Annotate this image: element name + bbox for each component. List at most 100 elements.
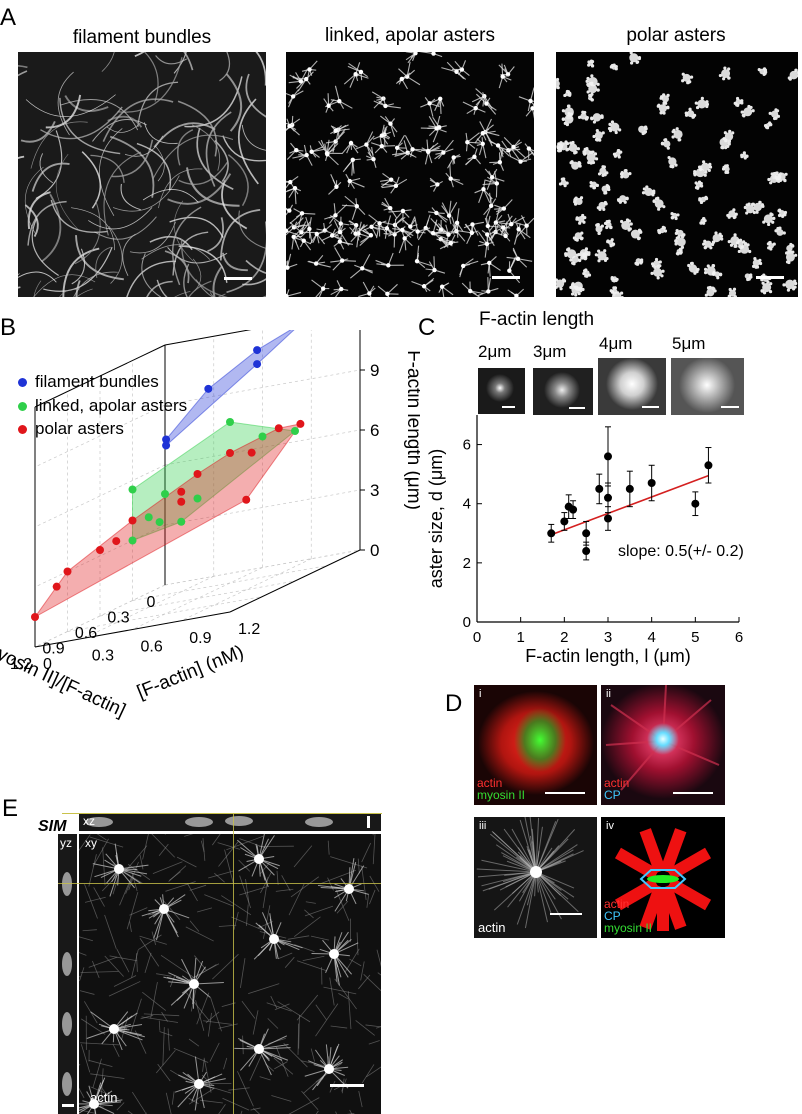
tile-roman: iii <box>479 820 487 832</box>
data-point <box>144 513 153 522</box>
micrograph-linked-apolar-asters <box>286 52 534 297</box>
data-point <box>247 448 256 457</box>
data-point <box>96 546 104 554</box>
image-title-polar-asters: polar asters <box>626 25 726 46</box>
scale-bar <box>756 276 784 279</box>
data-point <box>253 346 262 355</box>
z-tick-label: 0 <box>370 541 379 560</box>
data-point <box>52 582 61 591</box>
inset-label-3um: 3μm <box>533 342 567 361</box>
x-tick-label: 4 <box>647 629 655 646</box>
micrograph-polar-asters <box>556 52 798 297</box>
inset-label-4um: 4μm <box>599 334 633 353</box>
data-point <box>177 517 186 526</box>
z-tick-label: 6 <box>370 421 379 440</box>
x-axis-label: F-actin length, l (μm) <box>525 646 690 666</box>
x-tick-label: 6 <box>735 629 743 646</box>
micrograph-svg-polar <box>556 52 798 297</box>
data-point <box>128 516 137 525</box>
slope-annotation: slope: 0.5(+/- 0.2) <box>618 543 744 560</box>
tile-label-cp: CP <box>604 909 621 923</box>
image-title-linked-apolar-asters: linked, apolar asters <box>324 25 496 46</box>
inset-image-2um <box>478 368 525 414</box>
tile-roman: iv <box>606 820 614 832</box>
scale-bar <box>642 406 659 408</box>
z-tick-label: 9 <box>370 361 379 380</box>
x-tick-label: 1 <box>516 629 524 646</box>
x-tick-label: 0.9 <box>42 641 64 658</box>
data-point <box>112 537 121 546</box>
tile-label-cp: CP <box>604 788 621 802</box>
tile-roman: ii <box>606 688 611 700</box>
data-point <box>647 479 656 488</box>
x-tick-label: 0.6 <box>75 625 97 642</box>
panel-letter-e: E <box>2 795 19 822</box>
crosshair-vertical <box>233 813 234 1114</box>
tile-label-actin: actin <box>478 920 506 935</box>
image-title-filament-bundles: filament bundles <box>72 27 212 48</box>
inset-label-5um: 5μm <box>672 334 706 353</box>
scale-bar <box>62 1104 74 1107</box>
legend-dot-green <box>18 401 27 411</box>
xz-projection: xz <box>79 813 381 831</box>
tile-roman: i <box>479 688 482 700</box>
y-tick-label: 6 <box>463 437 471 454</box>
xy-label: xy <box>85 836 97 850</box>
data-point <box>155 518 164 527</box>
data-point <box>177 497 186 506</box>
x-tick-label: 1.2 <box>10 656 32 673</box>
x-tick-label: 2 <box>560 629 568 646</box>
z-axis-label: F-actin length (μm) <box>403 350 420 510</box>
x-tick-label: 0 <box>473 629 481 646</box>
data-point <box>604 493 612 502</box>
xz-label: xz <box>83 814 95 828</box>
data-point <box>128 536 137 545</box>
legend-item-filament-bundles: filament bundles <box>18 372 159 392</box>
region-2 <box>34 423 302 618</box>
scale-bar <box>550 913 582 915</box>
legend-label: polar asters <box>35 419 124 438</box>
data-point <box>63 567 72 576</box>
tile-label-actin: actin <box>604 897 630 911</box>
data-point <box>193 494 202 503</box>
data-point <box>704 461 713 470</box>
scale-bar <box>545 792 585 794</box>
y-tick-label: 0.6 <box>141 639 163 656</box>
micrograph-filament-bundles <box>18 52 266 297</box>
x-tick-label: 0 <box>147 594 156 611</box>
data-point <box>253 360 262 369</box>
tile-label-actin: actin <box>477 776 503 790</box>
sim-label: SIM <box>38 818 67 835</box>
tile-label-myosin: myosin II <box>604 921 653 935</box>
inset-image-5um <box>671 358 744 415</box>
panel-letter-a: A <box>0 4 17 31</box>
y-tick-label: 0 <box>463 614 471 631</box>
scale-bar <box>721 406 739 408</box>
data-point <box>258 432 267 441</box>
z-tick-label: 3 <box>370 481 379 500</box>
panel-letter-c: C <box>418 314 436 341</box>
panel-d-tile-i: i actin myosin II <box>474 685 597 805</box>
actin-label: actin <box>90 1090 118 1105</box>
tile-label-actin: actin <box>604 776 630 790</box>
data-point <box>226 449 234 457</box>
crosshair-horizontal <box>58 883 381 884</box>
data-point <box>582 529 591 538</box>
panel-d-tile-iii: iii actin <box>474 817 597 938</box>
data-point <box>177 487 186 496</box>
data-point <box>161 490 169 498</box>
data-point <box>204 384 213 393</box>
panel-letter-b: B <box>0 314 17 341</box>
micrograph-svg-bundles <box>18 52 266 297</box>
data-point <box>128 485 137 494</box>
inset-title: F-actin length <box>479 309 595 330</box>
data-point <box>625 484 634 493</box>
data-point <box>193 470 202 478</box>
legend-item-polar-asters: polar asters <box>18 419 124 439</box>
scale-bar-vertical <box>367 816 370 828</box>
data-point <box>291 427 299 435</box>
data-point <box>595 484 604 493</box>
x-tick-label: 3 <box>604 629 612 646</box>
xy-image-actin: xy actin <box>79 834 381 1114</box>
data-point <box>560 517 569 526</box>
